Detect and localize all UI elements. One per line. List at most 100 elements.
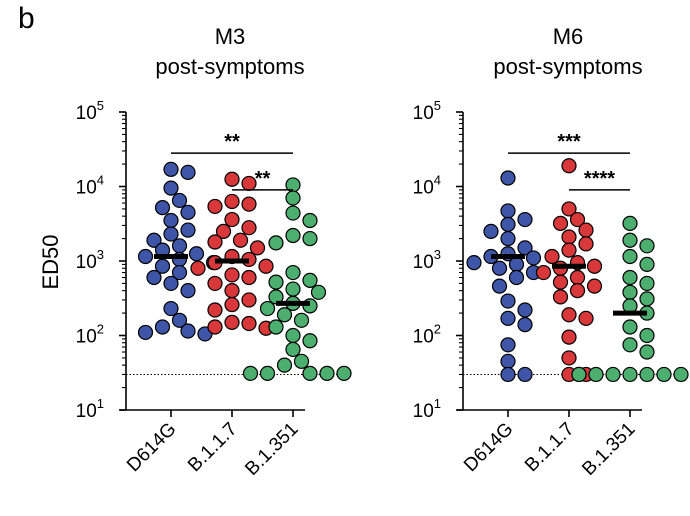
data-point xyxy=(586,278,603,294)
data-point xyxy=(285,190,301,206)
data-point xyxy=(673,366,689,383)
y-tick-label: 105 xyxy=(76,98,104,124)
x-category-label: B.1.351 xyxy=(578,419,639,480)
data-point xyxy=(163,180,179,196)
data-point xyxy=(302,230,318,247)
data-point xyxy=(285,205,301,221)
y-tick-label: 105 xyxy=(413,98,441,124)
y-tick-label: 103 xyxy=(413,247,441,273)
data-point xyxy=(622,248,638,265)
significance-label: ** xyxy=(255,168,271,190)
data-point xyxy=(310,284,327,300)
y-axis-label: ED50 xyxy=(38,234,63,289)
y-tick-label: 104 xyxy=(76,173,104,199)
data-point xyxy=(639,256,655,273)
data-point xyxy=(285,227,301,244)
data-point xyxy=(639,291,655,307)
data-point xyxy=(622,284,638,300)
data-point xyxy=(552,289,569,305)
chart-title-line: M6 xyxy=(553,24,584,49)
panel-letter: b xyxy=(18,2,35,35)
data-point xyxy=(268,235,284,251)
data-point xyxy=(249,240,266,256)
data-point xyxy=(517,302,533,318)
data-point xyxy=(146,232,162,248)
x-category-label: D614G xyxy=(460,419,517,476)
data-point xyxy=(561,329,577,345)
data-point xyxy=(171,238,188,254)
data-point xyxy=(207,234,223,250)
data-point xyxy=(569,211,586,228)
data-point xyxy=(215,223,232,239)
data-point xyxy=(190,260,206,276)
data-point xyxy=(259,300,276,317)
data-point xyxy=(180,164,196,180)
data-point xyxy=(154,319,171,335)
data-point xyxy=(500,203,516,219)
data-point xyxy=(561,242,577,258)
data-point xyxy=(561,158,577,174)
data-point xyxy=(207,198,223,215)
data-point xyxy=(500,216,516,232)
data-point xyxy=(171,312,188,328)
data-point xyxy=(500,170,516,186)
data-point xyxy=(639,238,655,254)
data-point xyxy=(276,307,293,323)
data-point xyxy=(535,264,552,281)
data-point xyxy=(224,283,240,299)
data-point xyxy=(302,333,318,349)
data-point xyxy=(241,220,257,236)
data-point xyxy=(224,314,240,330)
x-category-label: B.1.351 xyxy=(241,419,302,480)
data-point xyxy=(561,307,577,323)
data-point xyxy=(163,300,179,317)
x-category-label: B.1.1.7 xyxy=(184,419,241,476)
y-tick-label: 104 xyxy=(413,173,441,199)
chart-title-line: M3 xyxy=(215,24,246,49)
data-point xyxy=(293,312,310,328)
y-tick-label: 101 xyxy=(413,396,441,422)
x-category-label: D614G xyxy=(123,419,180,476)
data-point xyxy=(163,161,179,177)
data-point xyxy=(605,366,621,383)
data-point xyxy=(285,341,301,358)
data-point xyxy=(232,232,249,248)
data-point xyxy=(224,193,240,210)
data-point xyxy=(517,211,533,228)
data-point xyxy=(268,319,284,335)
data-point xyxy=(622,337,638,353)
data-point xyxy=(552,215,569,231)
data-point xyxy=(622,366,638,383)
data-point xyxy=(569,283,586,299)
data-point xyxy=(639,327,655,344)
data-point xyxy=(561,229,577,245)
data-point xyxy=(241,292,257,308)
data-point xyxy=(224,296,240,313)
data-point xyxy=(500,366,516,383)
chart-panel-2: M6 post-symptoms 101 102 103 104 105 D614G B.1.1… xyxy=(413,24,689,480)
data-point xyxy=(163,226,179,242)
data-point xyxy=(293,353,310,369)
data-point xyxy=(500,353,516,369)
data-point xyxy=(285,264,301,281)
data-point xyxy=(639,366,655,383)
data-point xyxy=(154,200,171,216)
data-point xyxy=(180,222,196,238)
data-point xyxy=(180,204,196,220)
data-point xyxy=(578,222,594,238)
data-point xyxy=(517,317,533,333)
data-point xyxy=(207,319,223,335)
data-point xyxy=(571,366,587,383)
data-point xyxy=(171,192,188,209)
y-tick-label: 103 xyxy=(76,247,104,273)
data-point xyxy=(561,350,577,366)
data-point xyxy=(491,278,508,294)
data-point xyxy=(639,344,655,360)
data-point xyxy=(622,215,638,231)
data-point xyxy=(137,324,154,341)
data-point xyxy=(188,246,205,262)
data-point xyxy=(224,267,240,283)
data-point xyxy=(146,269,162,286)
chart-panel-1: M3 post-symptoms 101 102 103 104 105 D614G B.1.1… xyxy=(76,24,352,480)
